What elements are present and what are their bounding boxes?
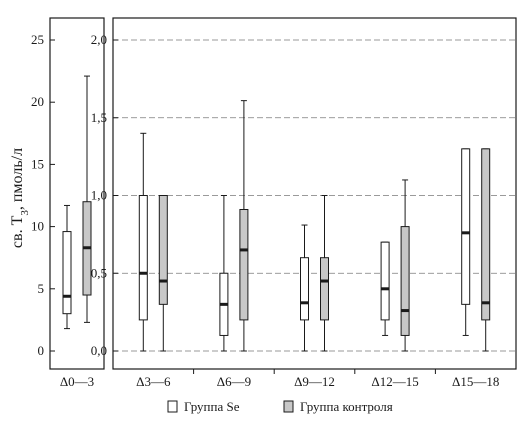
y-tick-label: 5 — [38, 281, 45, 296]
y-tick-label: 2,0 — [91, 32, 107, 47]
box-body — [239, 208, 249, 321]
y-axis-label-suffix: , пмоль/л — [9, 148, 26, 210]
category-label: Δ6—9 — [217, 374, 251, 389]
category-label: Δ0—3 — [60, 374, 94, 389]
box-body — [300, 257, 309, 321]
legend-label-control: Группа контроля — [300, 399, 393, 414]
y-tick-label: 0,5 — [91, 265, 107, 280]
y-tick-label: 20 — [31, 94, 44, 109]
category-label: Δ9—12 — [294, 374, 335, 389]
left-panel: 0 5 10 15 20 25 Δ0—3 — [31, 17, 105, 389]
box-body — [158, 195, 168, 305]
y-tick-label: 10 — [31, 219, 44, 234]
y-tick-label: 1,0 — [91, 188, 107, 203]
box-body — [380, 241, 390, 321]
box-body — [138, 195, 148, 321]
category-label: Δ15—18 — [452, 374, 499, 389]
y-axis-label: св. T3, пмоль/л — [9, 148, 31, 248]
right-panel: 0,0 0,5 1,0 1,5 2,0 Δ3—6 Δ6—9 Δ9—12 Δ12—15 Δ15—18 — [91, 17, 517, 389]
legend-swatch-se — [167, 400, 178, 413]
category-label: Δ3—6 — [136, 374, 171, 389]
box-body — [481, 148, 491, 321]
legend: Группа Se Группа контроля — [167, 399, 393, 414]
box-body — [320, 257, 329, 321]
legend-swatch-control — [283, 400, 294, 413]
y-tick-label: 0 — [38, 343, 45, 358]
box-body — [461, 148, 471, 305]
plot-frame — [49, 17, 105, 370]
box-body — [400, 226, 410, 336]
y-tick-label: 0,0 — [91, 343, 107, 358]
y-axis-label-sub: 3 — [19, 210, 31, 216]
y-tick-label: 25 — [31, 32, 44, 47]
y-axis-label-prefix: св. T — [9, 215, 26, 248]
plot-frame — [112, 17, 517, 370]
box-body — [62, 231, 72, 315]
y-tick-label: 1,5 — [91, 110, 107, 125]
legend-label-se: Группа Se — [184, 399, 240, 414]
y-tick-label: 15 — [31, 156, 44, 171]
category-label: Δ12—15 — [371, 374, 418, 389]
